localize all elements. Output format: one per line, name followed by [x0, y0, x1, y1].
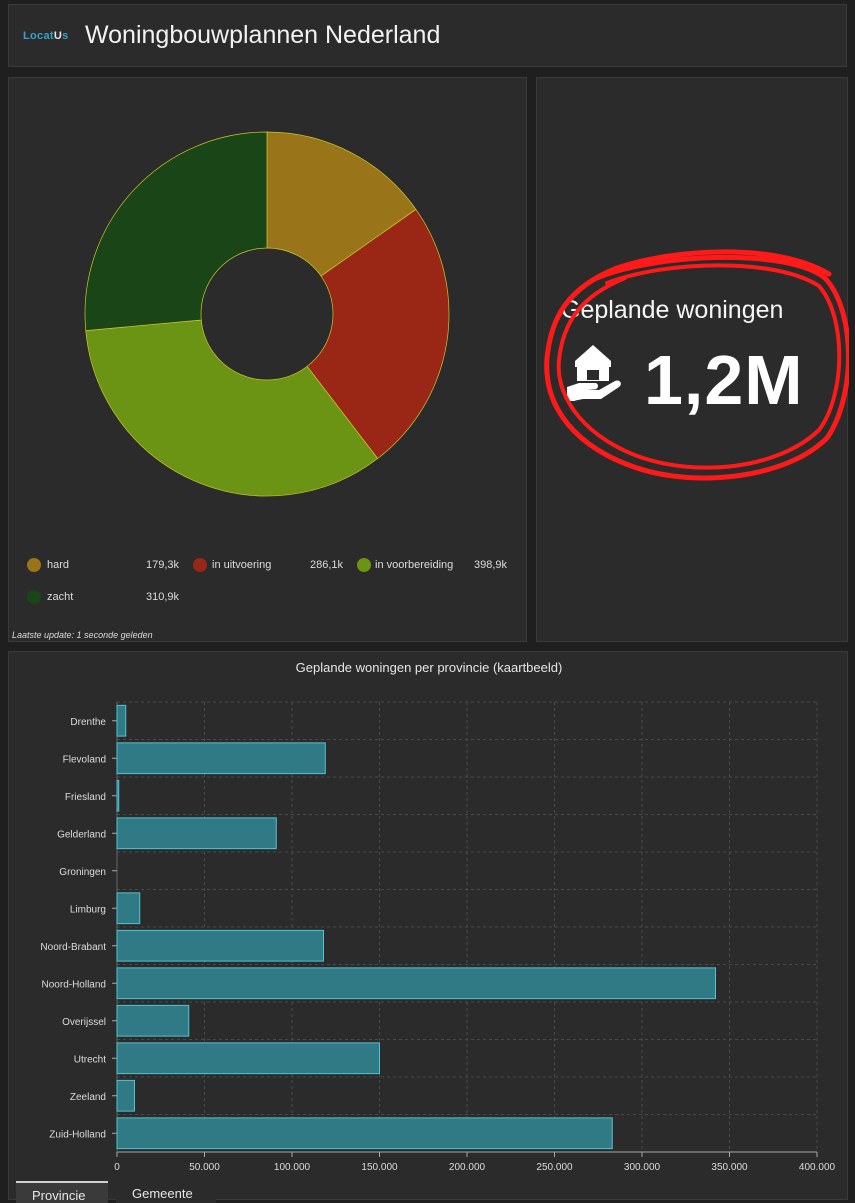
status-donut-chart [84, 131, 450, 497]
province-bar-chart: 0 50.000 100.000 150.000 200.000 250.000 300.0… [40, 701, 836, 1173]
legend-dot-hard[interactable] [27, 558, 41, 572]
x-tick-label: 350.000 [711, 1162, 748, 1173]
y-tick-label: Zuid-Holland [49, 1129, 106, 1140]
tab-provincie[interactable]: Provincie [16, 1181, 108, 1203]
x-tick-label: 0 [114, 1162, 120, 1173]
bar-noord-brabant[interactable] [116, 929, 324, 962]
donut-segment-hard[interactable] [266, 131, 417, 277]
bar-friesland[interactable] [116, 779, 120, 812]
y-tick-label: Flevoland [63, 754, 106, 765]
y-tick-label: Utrecht [74, 1054, 106, 1065]
donut-segment-in-uitvoering[interactable] [306, 208, 450, 460]
legend-dot-zacht[interactable] [27, 590, 41, 604]
legend-label-hard[interactable]: hard [47, 559, 70, 571]
bar-utrecht[interactable] [116, 1042, 380, 1075]
header-bar: LocatUs Woningbouwplannen Nederland [8, 4, 847, 67]
y-tick-label: Limburg [70, 904, 106, 915]
x-tick-label: 400.000 [799, 1162, 836, 1173]
province-bar-panel: Geplande woningen per provincie (kaartbe… [8, 651, 848, 1200]
bar-overijssel[interactable] [116, 1004, 190, 1037]
x-tick-label: 150.000 [361, 1162, 398, 1173]
legend-dot-in-voorbereiding[interactable] [357, 558, 371, 572]
bar-flevoland[interactable] [116, 742, 326, 775]
legend-value-in-uitvoering: 286,1k [310, 559, 344, 571]
x-tick-label: 250.000 [536, 1162, 573, 1173]
status-donut-panel: hard 179,3k in uitvoering 286,1k in voor… [8, 77, 527, 642]
legend-label-zacht[interactable]: zacht [47, 591, 74, 603]
x-tick-label: 200.000 [449, 1162, 486, 1173]
y-tick-label: Noord-Brabant [40, 942, 106, 953]
bar-chart-title: Geplande woningen per provincie (kaartbe… [295, 660, 563, 675]
legend-value-zacht: 310,9k [146, 591, 180, 603]
kpi-title: Geplande woningen [561, 296, 784, 324]
donut-segment-zacht[interactable] [84, 131, 268, 331]
legend-value-hard: 179,3k [146, 559, 180, 571]
legend-label-in-uitvoering[interactable]: in uitvoering [212, 559, 272, 571]
bar-noord-holland[interactable] [116, 967, 716, 1000]
y-tick-label: Groningen [59, 867, 106, 878]
x-tick-label: 300.000 [624, 1162, 661, 1173]
donut-segment-in-voorbereiding[interactable] [85, 319, 379, 497]
locatus-logo[interactable]: LocatUs [23, 30, 69, 42]
bar-limburg[interactable] [116, 892, 141, 925]
house-in-hand-icon [567, 345, 621, 401]
legend-value-in-voorbereiding: 398,9k [474, 559, 508, 571]
bar-gelderland[interactable] [116, 817, 277, 850]
x-tick-label: 50.000 [189, 1162, 220, 1173]
tab-gemeente[interactable]: Gemeente [116, 1181, 216, 1203]
y-tick-label: Friesland [65, 792, 106, 803]
x-tick-label: 100.000 [274, 1162, 311, 1173]
bar-zeeland[interactable] [116, 1079, 135, 1112]
bar-zuid-holland[interactable] [116, 1117, 613, 1150]
legend-label-in-voorbereiding[interactable]: in voorbereiding [375, 559, 454, 571]
y-tick-label: Zeeland [70, 1092, 106, 1103]
kpi-value: 1,2M [644, 341, 804, 419]
red-circle-annotation [544, 249, 849, 481]
y-tick-label: Drenthe [70, 717, 106, 728]
y-tick-label: Noord-Holland [42, 979, 106, 990]
bar-drenthe[interactable] [116, 704, 127, 737]
legend-dot-in-uitvoering[interactable] [193, 558, 207, 572]
last-update-text: Laatste update: 1 seconde geleden [12, 630, 153, 640]
y-tick-label: Overijssel [62, 1017, 106, 1028]
y-tick-label: Gelderland [57, 829, 106, 840]
page-title: Woningbouwplannen Nederland [85, 21, 441, 49]
kpi-panel: Geplande woningen 1,2M [536, 77, 849, 642]
